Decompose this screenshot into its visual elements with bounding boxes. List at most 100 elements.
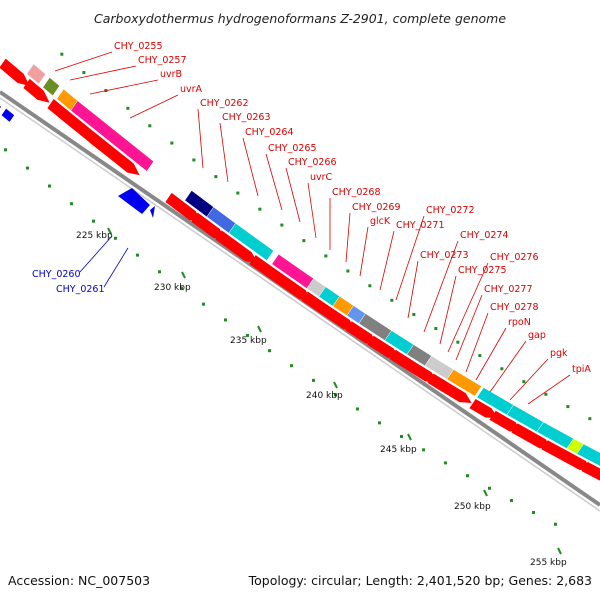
gene-label-chy_0260[interactable]: CHY_0260 — [32, 269, 81, 280]
tick-dot — [333, 393, 337, 397]
forward-cds-arrow — [541, 440, 592, 471]
tick-dot — [192, 158, 196, 162]
leader-line — [465, 312, 489, 373]
leader-line — [423, 240, 459, 333]
kbp-scale: 225 kbp 230 kbp 235 kbp 240 kbp 245 kbp 250 k… — [76, 227, 567, 568]
gene-label-chy_0274[interactable]: CHY_0274 — [460, 230, 509, 241]
leader-line — [345, 212, 351, 263]
forward-cds-arrow — [409, 362, 438, 383]
kbp-tick — [333, 381, 338, 389]
gene-label-chy_0272[interactable]: CHY_0272 — [426, 205, 475, 216]
map-title: Carboxydothermus hydrogenoformans Z-2901… — [94, 11, 506, 26]
tick-dot — [421, 448, 425, 452]
gene-feature-block — [446, 369, 482, 397]
gene-label-chy_0273[interactable]: CHY_0273 — [420, 250, 469, 261]
tick-dot — [500, 367, 504, 371]
gene-label-chy_0265[interactable]: CHY_0265 — [268, 143, 317, 154]
tick-dot — [311, 378, 315, 382]
leader-line — [455, 294, 483, 361]
reverse-cds-arrow — [118, 188, 150, 214]
tick-dot — [443, 461, 447, 465]
tick-dot — [355, 407, 359, 411]
kbp-label: 255 kbp — [530, 558, 567, 568]
tick-dot — [214, 175, 218, 179]
tick-dot — [566, 405, 570, 409]
kbp-tick — [107, 227, 112, 235]
gene-feature-block — [228, 222, 274, 261]
forward-cds-arrow — [581, 461, 600, 481]
forward-cds-arrow — [165, 192, 202, 223]
gene-label-chy_0278[interactable]: CHY_0278 — [490, 302, 539, 313]
tick-dot — [478, 354, 482, 358]
gene-label-uvra[interactable]: uvrA — [180, 84, 203, 95]
kbp-tick — [257, 325, 262, 333]
tick-dot — [368, 284, 372, 288]
tick-dot — [170, 141, 174, 145]
forward-cds-arrow — [301, 291, 338, 319]
tick-dot — [377, 421, 381, 425]
position-tick-dots — [3, 52, 592, 526]
reverse-cds-arrow — [1, 108, 15, 122]
gene-label-chy_0255[interactable]: CHY_0255 — [114, 41, 163, 52]
leader-line — [69, 65, 137, 81]
leader-line — [197, 108, 204, 169]
tick-dot — [126, 106, 130, 110]
gene-feature-block — [26, 63, 46, 85]
tick-dot — [522, 380, 526, 384]
leader-line — [407, 260, 419, 319]
gene-label-chy_0266[interactable]: CHY_0266 — [288, 157, 337, 168]
kbp-tick — [557, 547, 562, 555]
gene-label-chy_0275[interactable]: CHY_0275 — [458, 265, 507, 276]
forward-cds-arrow — [511, 423, 552, 449]
forward-cds-arrow — [325, 307, 356, 331]
tick-dot — [245, 333, 249, 337]
forward-cds-arrow — [435, 378, 472, 403]
tick-dot — [302, 239, 306, 243]
gene-feature-block — [576, 443, 600, 467]
tick-dot — [157, 270, 161, 274]
tick-dot — [465, 474, 469, 478]
leader-line — [475, 327, 507, 381]
gene-label-chy_0264[interactable]: CHY_0264 — [245, 127, 294, 138]
tick-dot — [390, 298, 394, 302]
kbp-label: 250 kbp — [454, 502, 491, 512]
tick-dot — [267, 349, 271, 353]
reverse-cds-arrow — [150, 206, 155, 218]
gene-label-chy_0268[interactable]: CHY_0268 — [332, 187, 381, 198]
tick-dot — [324, 254, 328, 258]
kbp-label: 225 kbp — [76, 231, 113, 241]
leader-line — [359, 226, 369, 277]
forward-cds-arrow — [215, 230, 258, 264]
kbp-label: 230 kbp — [154, 283, 191, 293]
gene-label-chy_0277[interactable]: CHY_0277 — [484, 284, 533, 295]
tick-dot — [223, 318, 227, 322]
gene-label-chy_0262[interactable]: CHY_0262 — [200, 98, 249, 109]
gene-label-pgk[interactable]: pgk — [550, 348, 568, 359]
leader-line — [489, 340, 527, 393]
kbp-tick — [181, 271, 186, 279]
leader-line — [447, 262, 489, 353]
forward-cds-arrow — [267, 267, 312, 301]
gene-label-chy_0276[interactable]: CHY_0276 — [490, 252, 539, 263]
gene-label-uvrb[interactable]: uvrB — [160, 69, 182, 80]
forward-cds-arrow — [89, 133, 140, 176]
tick-dot — [434, 326, 438, 330]
gene-label-chy_0263[interactable]: CHY_0263 — [222, 112, 271, 123]
tick-dot — [588, 417, 592, 421]
gene-label-chy_0261[interactable]: CHY_0261 — [56, 284, 105, 295]
tick-dot — [280, 223, 284, 227]
gene-feature-block — [42, 77, 60, 97]
gene-label-uvrc[interactable]: uvrC — [310, 172, 333, 183]
tick-dot — [289, 364, 293, 368]
gene-label-chy_0257[interactable]: CHY_0257 — [138, 55, 187, 66]
gene-label-gap[interactable]: gap — [528, 330, 546, 341]
gene-label-glck[interactable]: glcK — [370, 216, 391, 227]
gene-label-rpon[interactable]: rpoN — [508, 317, 531, 328]
genome-summary-text: Topology: circular; Length: 2,401,520 bp… — [248, 573, 592, 588]
gene-label-chy_0271[interactable]: CHY_0271 — [396, 220, 445, 231]
gene-label-tpia[interactable]: tpiA — [572, 364, 591, 375]
gene-label-chy_0269[interactable]: CHY_0269 — [352, 202, 401, 213]
tick-dot — [201, 302, 205, 306]
forward-cds-arrow — [345, 321, 378, 345]
tick-dot — [91, 219, 95, 223]
